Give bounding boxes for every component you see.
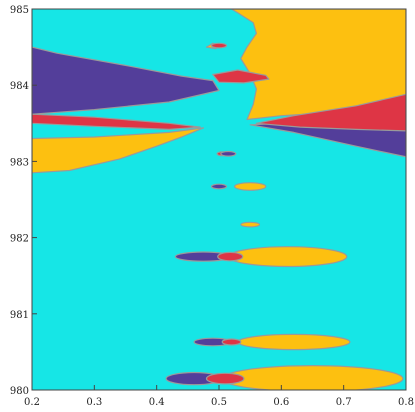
y-tick-label: 980	[10, 386, 29, 397]
blob-purple-2	[220, 150, 237, 157]
blob-yellow-12	[221, 365, 404, 390]
region-purple-1	[32, 46, 220, 115]
y-tick-label: 982	[10, 234, 29, 245]
x-tick-label: 0.4	[149, 397, 165, 408]
y-tick-label: 983	[10, 157, 29, 168]
region-red-6	[212, 69, 270, 84]
x-tick-label: 0.7	[336, 397, 352, 408]
region-red-4	[32, 113, 201, 130]
x-tick-label: 0.6	[273, 397, 289, 408]
x-tick-label: 0.2	[24, 397, 40, 408]
blob-red-0	[210, 42, 228, 49]
y-tick-label: 985	[10, 5, 29, 16]
blob-yellow-6	[227, 246, 348, 268]
blob-red-14	[205, 372, 245, 385]
region-yellow-5	[32, 127, 204, 174]
blob-purple-4	[210, 183, 228, 190]
y-tick-label: 981	[10, 310, 29, 321]
x-tick-label: 0.8	[398, 397, 414, 408]
blob-yellow-5	[240, 221, 261, 228]
y-tick-label: 984	[10, 81, 29, 92]
blob-yellow-9	[237, 333, 351, 351]
blob-yellow-3	[233, 182, 267, 191]
blob-red-11	[221, 338, 242, 346]
x-tick-label: 0.5	[211, 397, 227, 408]
blob-red-8	[217, 251, 244, 262]
region-red-3	[255, 93, 406, 132]
x-tick-label: 0.3	[86, 397, 102, 408]
